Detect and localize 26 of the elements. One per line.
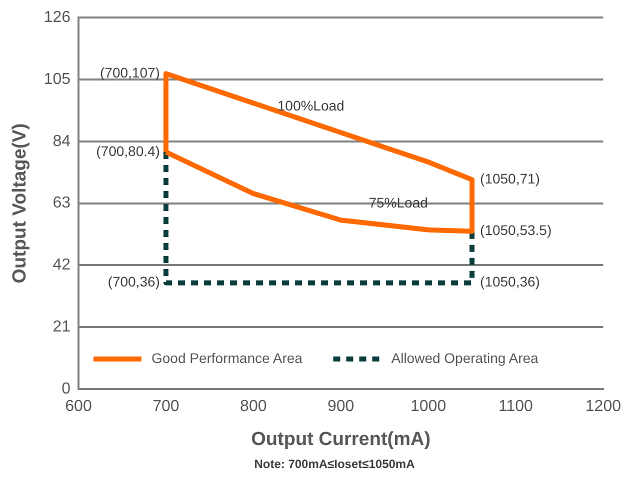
y-tick-label: 84 [52, 132, 71, 150]
x-tick-label: 1000 [410, 398, 446, 416]
annotation: (1050,71) [480, 170, 540, 187]
annotation: (700,36) [108, 274, 160, 290]
annotation: (1050,36) [480, 274, 540, 290]
y-tick-label: 105 [44, 70, 71, 88]
y-tick-label: 126 [44, 9, 71, 26]
annotation: (700,107) [100, 64, 160, 80]
legend-label: Good Performance Area [151, 350, 303, 366]
annotation: (1050,53.5) [480, 222, 552, 238]
x-tick-label: 1200 [585, 398, 622, 416]
y-tick-label: 42 [52, 256, 71, 274]
x-axis-title: Output Current(mA) [251, 428, 431, 450]
annotation: 100%Load [277, 97, 344, 114]
y-axis-title: Output Voltage(V) [10, 123, 31, 284]
y-tick-label: 0 [62, 380, 71, 398]
annotation: (700,80.4) [96, 142, 160, 159]
y-tick-label: 63 [52, 194, 71, 212]
text: Note: 700mA≤Ioset≤1050mA [253, 457, 416, 471]
y-tick-label: 21 [52, 318, 71, 336]
x-tick-label: 700 [152, 398, 180, 416]
legend-label: Allowed Operating Area [391, 350, 539, 366]
x-tick-label: 1100 [498, 398, 534, 416]
x-tick-label: 600 [65, 398, 92, 416]
x-tick-label: 900 [328, 398, 354, 416]
x-tick-label: 800 [240, 398, 267, 416]
